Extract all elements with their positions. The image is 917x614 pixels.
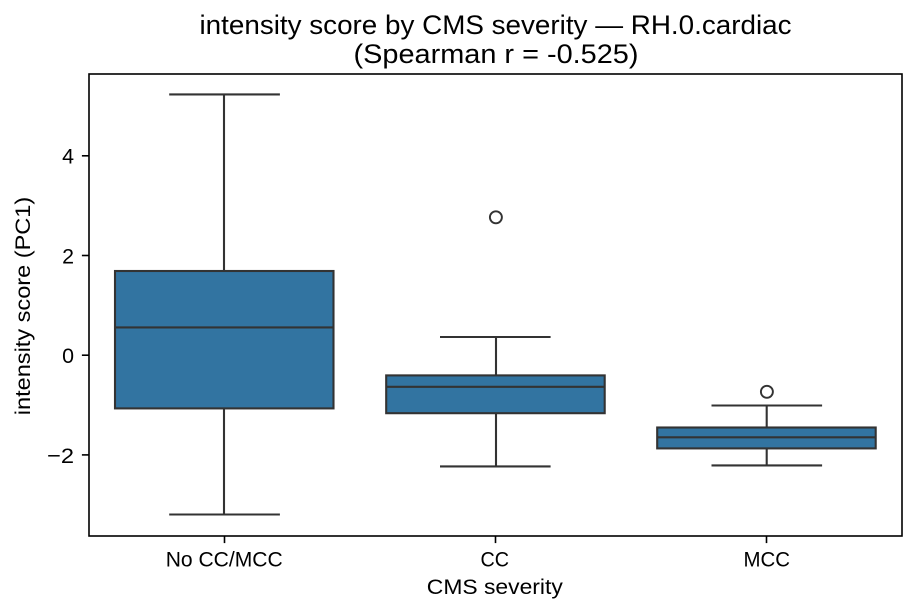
svg-text:MCC: MCC [744, 548, 791, 572]
svg-text:−2: −2 [47, 444, 74, 468]
svg-text:CMS severity: CMS severity [427, 575, 563, 599]
svg-text:4: 4 [62, 145, 74, 169]
svg-text:CC: CC [481, 548, 510, 572]
svg-text:(Spearman r = -0.525): (Spearman r = -0.525) [354, 39, 639, 69]
svg-text:No CC/MCC: No CC/MCC [166, 548, 283, 572]
svg-text:intensity score by CMS severit: intensity score by CMS severity — RH.0.c… [200, 10, 792, 40]
svg-text:2: 2 [62, 244, 74, 268]
svg-text:intensity score (PC1): intensity score (PC1) [11, 197, 35, 415]
svg-text:0: 0 [62, 344, 74, 368]
